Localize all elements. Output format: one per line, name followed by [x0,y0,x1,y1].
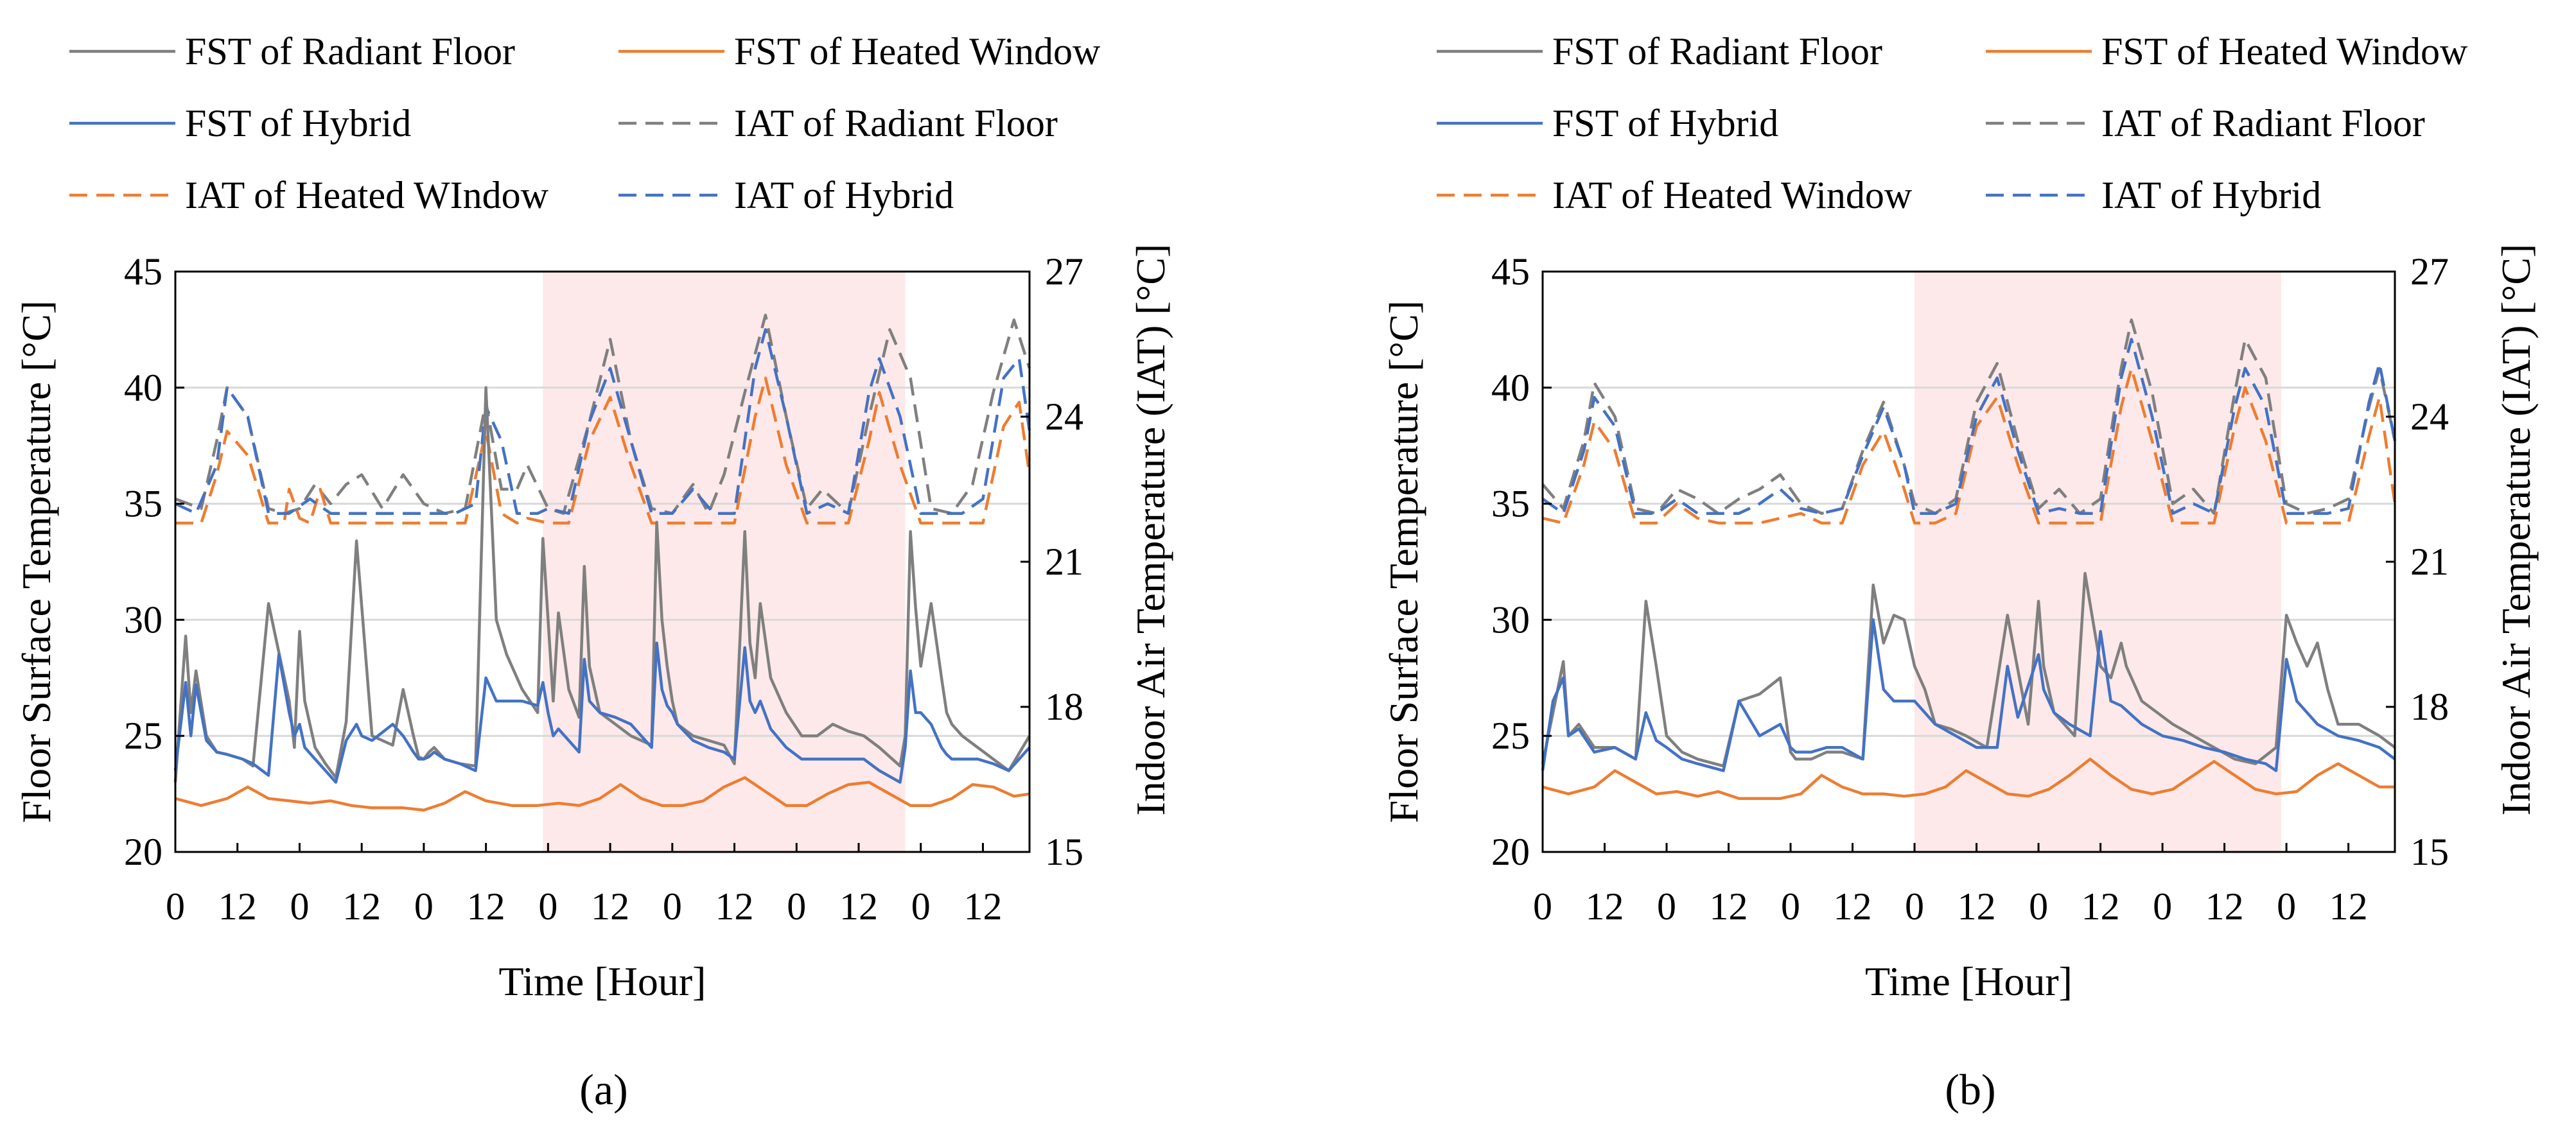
y-tick-label: 25 [124,715,162,757]
legend-label: IAT of Hybrid [734,174,954,216]
shaded-region [1914,272,2282,852]
x-tick-label: 12 [2329,885,2368,928]
x-tick-label: 12 [342,885,381,928]
x-tick-label: 12 [1834,885,1872,928]
y-tick-label: 30 [124,598,162,641]
y-tick-label: 40 [1491,367,1530,409]
y-tick-label: 20 [1491,831,1530,873]
y-tick-label: 20 [124,831,162,873]
x-tick-label: 12 [467,885,505,928]
legend-label: FST of Heated Window [2101,30,2468,73]
x-tick-label: 0 [911,885,931,928]
x-tick-label: 0 [663,885,682,928]
y2-tick-label: 27 [2410,250,2449,293]
panel-b: 20 25 30 35 40 45 15 18 21 24 27 0 12 0 12 0 12 0 12 0 12 0 12… [1381,30,2539,1114]
x-tick-label: 0 [1781,885,1800,928]
series-line-iat-of-heated-window [1542,367,2397,525]
y2-tick-label: 27 [1045,250,1083,293]
panel-caption: (a) [579,1065,627,1114]
x-tick-label: 0 [290,885,309,928]
x-tick-label: 0 [2029,885,2048,928]
series-line-fst-of-radiant-floor [1541,571,2396,768]
x-axis-title: Time [Hour] [499,959,706,1004]
x-tick-label: 0 [166,885,185,928]
x-tick-label: 12 [839,885,878,928]
x-tick-label: 0 [2277,885,2296,928]
x-tick-label: 0 [414,885,434,928]
y-tick-label: 45 [124,250,162,293]
x-tick-label: 12 [2081,885,2120,928]
legend-label: IAT of Hybrid [2101,174,2321,216]
x-tick-label: 0 [538,885,557,928]
x-tick-label: 12 [715,885,754,928]
x-tick-label: 12 [218,885,257,928]
series-line-fst-of-hybrid [1541,618,2396,772]
legend-label: IAT of Heated Window [1552,174,1913,216]
y2-tick-label: 24 [1045,395,1083,438]
series-line-fst-of-hybrid [173,641,1031,784]
y2-tick-label: 15 [2410,831,2449,873]
y2-tick-label: 18 [2410,686,2449,728]
x-tick-label: 12 [2205,885,2244,928]
x-tick-label: 12 [1710,885,1748,928]
y-axis-title: Floor Surface Temperature [°C] [13,300,59,823]
legend-label: FST of Heated Window [734,30,1101,73]
legend-label: FST of Radiant Floor [185,30,515,73]
y2-tick-label: 21 [1045,541,1083,583]
legend-label: FST of Hybrid [1552,102,1778,144]
y2-tick-label: 21 [2410,541,2449,583]
series-line-iat-of-hybrid [1541,338,2397,515]
x-tick-label: 0 [1657,885,1676,928]
x-tick-label: 12 [591,885,629,928]
series-line-iat-of-heated-window [175,376,1031,525]
x-axis-title: Time [Hour] [1865,959,2072,1004]
shaded-region [543,272,906,852]
y2-tick-label: 15 [1045,831,1083,873]
legend-label: IAT of Heated WIndow [185,174,549,216]
y2-axis-title: Indoor Air Temperature (IAT) [°C] [2493,244,2539,816]
series-line-iat-of-radiant-floor [1541,318,2397,515]
y2-axis-title: Indoor Air Temperature (IAT) [°C] [1128,244,1173,816]
x-tick-label: 0 [1905,885,1924,928]
legend-label: FST of Hybrid [185,102,411,144]
y-tick-label: 35 [1491,483,1530,525]
x-tick-label: 0 [2153,885,2172,928]
series-line-iat-of-hybrid [175,328,1031,515]
x-tick-label: 12 [1958,885,1996,928]
y2-tick-label: 18 [1045,686,1083,728]
series-line-fst-of-heated-window [1542,758,2395,801]
y-tick-label: 25 [1491,715,1530,757]
x-tick-label: 12 [1586,885,1624,928]
panel-caption: (b) [1945,1065,1995,1114]
y-tick-label: 45 [1491,250,1530,293]
y-tick-label: 40 [124,367,162,409]
x-tick-label: 0 [1533,885,1552,928]
panel-a: 20 25 30 35 40 45 15 18 21 24 27 0 12 0 12 0 12 0 12 0 12 0 12… [13,30,1173,1114]
y-tick-label: 35 [124,483,162,525]
legend-label: IAT of Radiant Floor [734,102,1058,144]
y-tick-label: 30 [1491,598,1530,641]
series-line-fst-of-radiant-floor [173,386,1031,783]
series-line-iat-of-radiant-floor [175,313,1031,515]
x-tick-label: 0 [787,885,806,928]
legend-label: FST of Radiant Floor [1552,30,1882,73]
series-line-fst-of-heated-window [175,776,1030,812]
x-tick-label: 12 [963,885,1002,928]
y-axis-title: Floor Surface Temperature [°C] [1381,300,1426,823]
legend-label: IAT of Radiant Floor [2101,102,2425,144]
y2-tick-label: 24 [2410,395,2449,438]
